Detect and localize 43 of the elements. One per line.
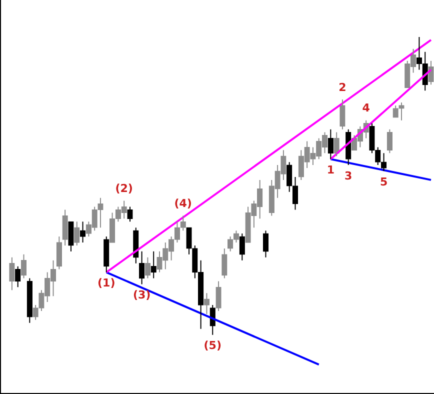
text: (4) <box>174 197 192 210</box>
candlestick <box>334 132 340 157</box>
candlestick <box>68 221 74 252</box>
candlestick <box>286 162 292 192</box>
candlestick <box>32 304 38 320</box>
candlestick <box>216 280 222 312</box>
candlestick <box>222 248 228 279</box>
candlestick <box>228 236 234 252</box>
text: (2) <box>115 182 133 196</box>
candlestick <box>74 221 80 246</box>
candlestick <box>104 236 110 273</box>
candlestick <box>262 230 269 258</box>
candlestick <box>127 206 133 222</box>
candlestick <box>26 278 32 324</box>
candlestick <box>56 236 62 270</box>
candlestick <box>386 128 393 154</box>
candlestick <box>186 227 192 255</box>
candlestick <box>20 254 27 279</box>
text: 5 <box>380 175 388 188</box>
text: 4 <box>362 102 370 115</box>
text: 1 <box>326 163 334 176</box>
candlestick <box>398 102 404 121</box>
candlestick <box>150 250 156 279</box>
text: (1) <box>98 276 116 290</box>
text: 2 <box>338 80 346 94</box>
candlestick <box>392 105 398 118</box>
candlestick <box>340 99 346 130</box>
candlestick <box>9 256 15 291</box>
candlestick <box>80 221 86 243</box>
text: (3) <box>132 288 151 302</box>
text: 3 <box>344 169 352 182</box>
candlestick <box>380 152 387 172</box>
candlestick <box>15 266 21 288</box>
candlestick <box>292 176 298 210</box>
candlestick <box>328 128 334 160</box>
candlestick <box>428 60 434 86</box>
candlestick <box>174 221 180 243</box>
text: (5) <box>204 339 222 352</box>
candlestick <box>239 233 245 261</box>
candlestick <box>144 256 151 279</box>
candlestick <box>62 209 68 246</box>
candlestick <box>180 215 186 232</box>
candlestick <box>138 250 145 285</box>
